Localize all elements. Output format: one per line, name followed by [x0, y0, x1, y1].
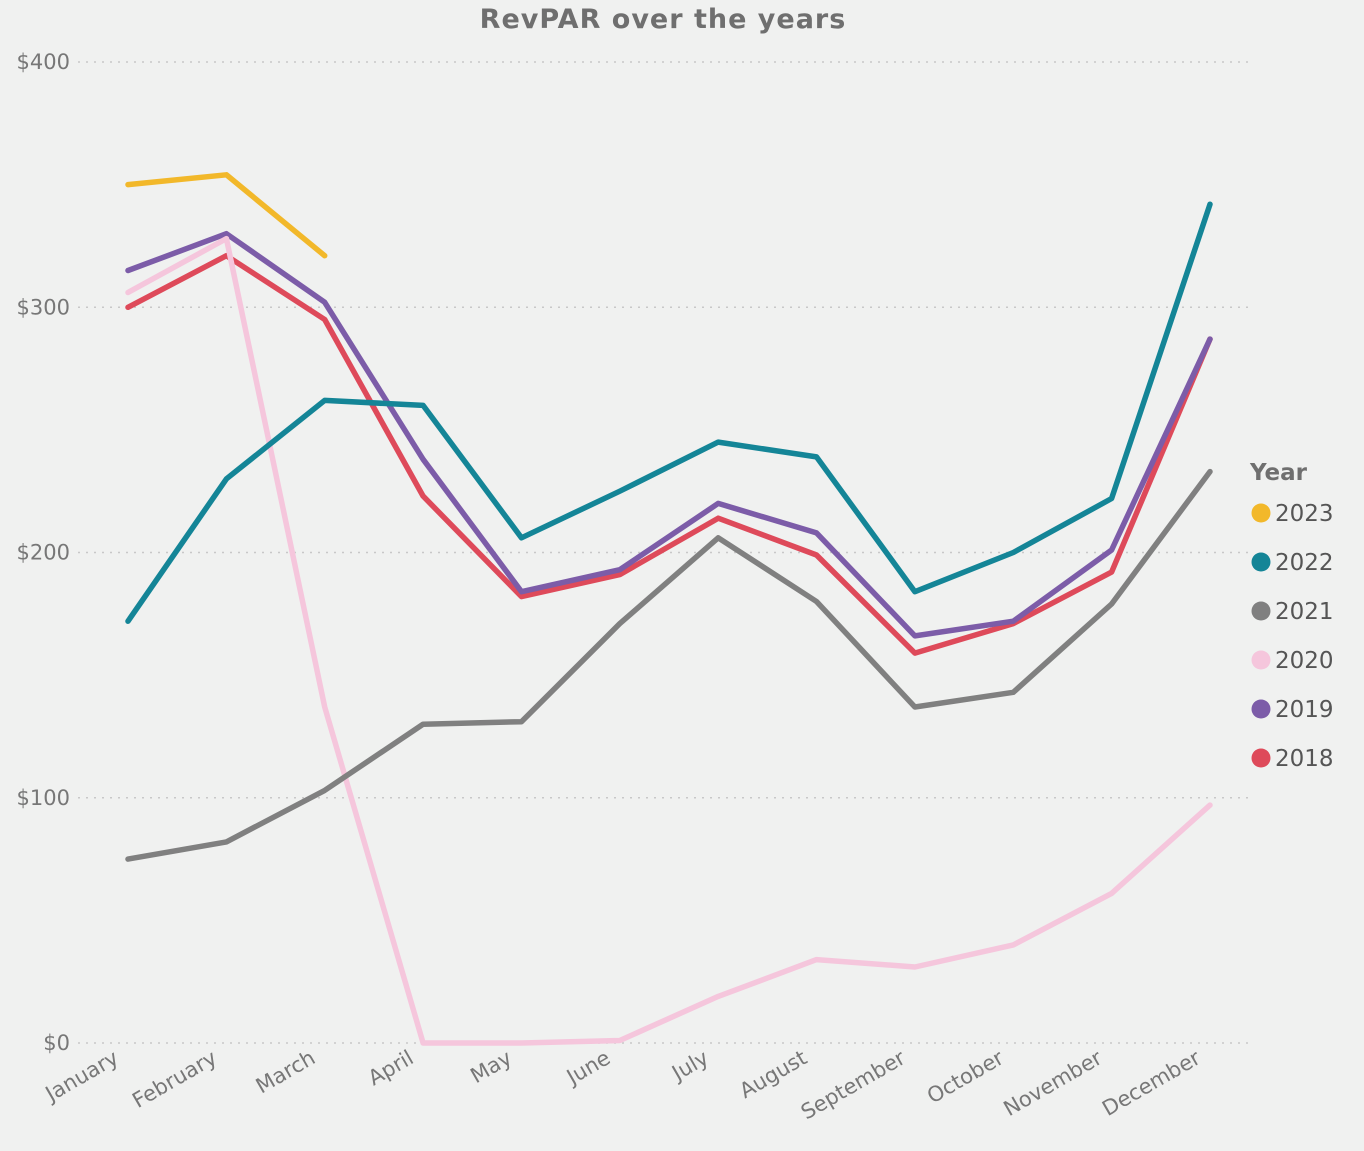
- legend-label: 2020: [1275, 648, 1334, 674]
- chart-title: RevPAR over the years: [480, 4, 847, 35]
- x-tick-label: August: [735, 1046, 811, 1104]
- x-axis: January February March April May June July Augu…: [40, 1045, 1205, 1124]
- series-line-2020[interactable]: [125, 235, 1213, 1046]
- x-tick-label: May: [466, 1046, 516, 1088]
- x-tick-label: October: [923, 1045, 1008, 1108]
- legend-marker: [1251, 503, 1271, 523]
- legend-label: 2022: [1275, 550, 1334, 576]
- x-tick-label: September: [797, 1045, 910, 1124]
- series-line-2019[interactable]: [125, 230, 1213, 639]
- x-tick-label: June: [561, 1046, 614, 1091]
- legend-title: Year: [1249, 460, 1308, 486]
- series-line-2021[interactable]: [125, 468, 1213, 862]
- legend-item-2023[interactable]: 2023: [1251, 501, 1334, 527]
- legend-item-2020[interactable]: 2020: [1251, 648, 1334, 674]
- legend-label: 2019: [1275, 697, 1334, 723]
- y-tick-label: $100: [17, 786, 70, 810]
- legend-marker: [1251, 650, 1271, 670]
- legend-item-2019[interactable]: 2019: [1251, 697, 1334, 723]
- y-tick-label: $400: [17, 50, 70, 74]
- y-tick-label: $300: [17, 295, 70, 319]
- legend-label: 2018: [1275, 746, 1334, 772]
- legend-marker: [1251, 699, 1271, 719]
- x-tick-label: December: [1098, 1045, 1205, 1120]
- y-tick-label: $200: [17, 541, 70, 565]
- legend[interactable]: Year 2023 2022 2021 2020 2019 2018: [1249, 460, 1334, 772]
- legend-marker: [1251, 552, 1271, 572]
- y-tick-label: $0: [43, 1031, 70, 1055]
- legend-label: 2023: [1275, 501, 1334, 527]
- legend-item-2022[interactable]: 2022: [1251, 550, 1334, 576]
- legend-item-2021[interactable]: 2021: [1251, 599, 1334, 625]
- legend-label: 2021: [1275, 599, 1334, 625]
- legend-marker: [1251, 601, 1271, 621]
- series-line-2023[interactable]: [125, 172, 328, 259]
- x-tick-label: July: [666, 1046, 712, 1087]
- x-tick-label: February: [128, 1046, 221, 1113]
- legend-marker: [1251, 748, 1271, 768]
- x-tick-label: April: [364, 1046, 418, 1091]
- series-lines: [125, 172, 1213, 1046]
- x-tick-label: November: [1000, 1045, 1107, 1121]
- series-line-2018[interactable]: [125, 252, 1213, 656]
- series-line-2022[interactable]: [125, 201, 1213, 624]
- legend-item-2018[interactable]: 2018: [1251, 746, 1334, 772]
- y-axis: $0 $100 $200 $300 $400: [17, 50, 70, 1055]
- gridlines: [78, 61, 1250, 1044]
- x-tick-label: March: [252, 1046, 319, 1099]
